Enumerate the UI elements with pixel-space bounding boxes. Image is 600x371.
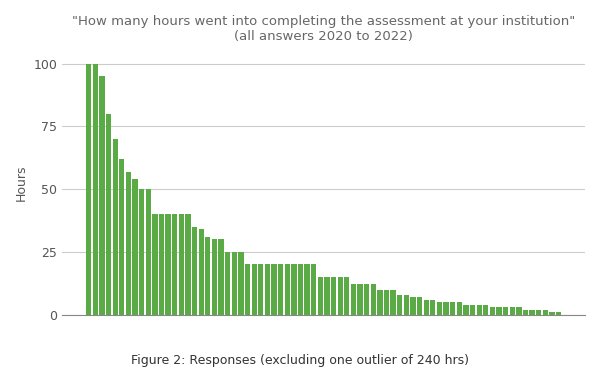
Bar [113, 139, 118, 315]
Bar [384, 289, 389, 315]
Bar [245, 265, 250, 315]
Title: "How many hours went into completing the assessment at your institution"
(all an: "How many hours went into completing the… [72, 15, 575, 43]
Bar [265, 265, 270, 315]
Bar [304, 265, 310, 315]
Bar [311, 265, 316, 315]
Bar [99, 76, 104, 315]
Bar [172, 214, 178, 315]
Bar [523, 309, 528, 315]
Bar [119, 159, 124, 315]
Bar [443, 302, 449, 315]
Bar [397, 295, 403, 315]
Bar [331, 277, 336, 315]
Bar [338, 277, 343, 315]
Bar [470, 305, 475, 315]
Y-axis label: Hours: Hours [15, 165, 28, 201]
Bar [516, 307, 521, 315]
Bar [391, 289, 396, 315]
Bar [284, 265, 290, 315]
Bar [503, 307, 508, 315]
Bar [232, 252, 237, 315]
Bar [483, 305, 488, 315]
Bar [225, 252, 230, 315]
Bar [430, 299, 436, 315]
Bar [238, 252, 244, 315]
Bar [106, 114, 111, 315]
Bar [344, 277, 349, 315]
Bar [410, 297, 416, 315]
Bar [437, 302, 442, 315]
Text: Figure 2: Responses (excluding one outlier of 240 hrs): Figure 2: Responses (excluding one outli… [131, 354, 469, 367]
Bar [205, 237, 211, 315]
Bar [457, 302, 462, 315]
Bar [271, 265, 277, 315]
Bar [146, 189, 151, 315]
Bar [166, 214, 171, 315]
Bar [258, 265, 263, 315]
Bar [185, 214, 191, 315]
Bar [291, 265, 296, 315]
Bar [212, 239, 217, 315]
Bar [325, 277, 329, 315]
Bar [476, 305, 482, 315]
Bar [450, 302, 455, 315]
Bar [133, 179, 137, 315]
Bar [86, 64, 91, 315]
Bar [371, 285, 376, 315]
Bar [424, 299, 429, 315]
Bar [298, 265, 303, 315]
Bar [351, 285, 356, 315]
Bar [251, 265, 257, 315]
Bar [192, 227, 197, 315]
Bar [92, 64, 98, 315]
Bar [364, 285, 370, 315]
Bar [278, 265, 283, 315]
Bar [543, 309, 548, 315]
Bar [509, 307, 515, 315]
Bar [417, 297, 422, 315]
Bar [556, 312, 561, 315]
Bar [536, 309, 541, 315]
Bar [358, 285, 362, 315]
Bar [126, 171, 131, 315]
Bar [218, 239, 224, 315]
Bar [490, 307, 495, 315]
Bar [199, 229, 204, 315]
Bar [317, 277, 323, 315]
Bar [463, 305, 469, 315]
Bar [377, 289, 383, 315]
Bar [139, 189, 144, 315]
Bar [179, 214, 184, 315]
Bar [550, 312, 554, 315]
Bar [159, 214, 164, 315]
Bar [496, 307, 502, 315]
Bar [529, 309, 535, 315]
Bar [404, 295, 409, 315]
Bar [152, 214, 158, 315]
